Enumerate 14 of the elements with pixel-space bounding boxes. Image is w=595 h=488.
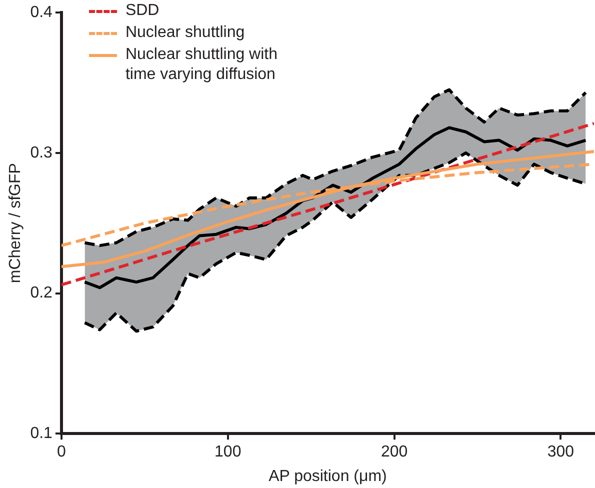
y-axis-title: mCherry / sfGFP	[7, 163, 24, 284]
y-tick-label: 0.3	[30, 144, 53, 162]
x-tick-label: 100	[214, 444, 242, 461]
line-series	[83, 88, 588, 248]
x-tick-label: 200	[380, 444, 408, 461]
y-tick-label: 0.4	[30, 4, 53, 22]
x-tick-label: 0	[56, 444, 66, 461]
legend-label: Nuclear shuttling	[125, 22, 245, 43]
y-tick-label: 0.1	[30, 425, 53, 442]
legend-label: SDD	[125, 0, 160, 21]
y-tick-label: 0.2	[30, 284, 53, 302]
legend-label: Nuclear shuttling with time varying diffusion	[125, 44, 279, 85]
x-tick-label: 300	[547, 444, 574, 461]
x-axis-title: AP position (μm)	[268, 468, 387, 485]
